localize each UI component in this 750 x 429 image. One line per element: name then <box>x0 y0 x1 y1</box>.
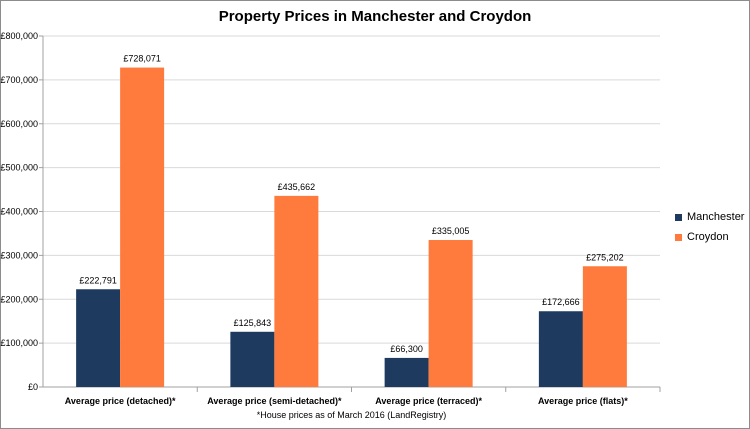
x-category-label: Average price (detached)* <box>65 396 176 406</box>
footnote: *House prices as of March 2016 (LandRegi… <box>257 410 447 420</box>
x-category-label: Average price (terraced)* <box>375 396 482 406</box>
data-label: £435,662 <box>278 182 316 192</box>
y-tick-label: £0 <box>28 382 38 392</box>
y-tick-label: £700,000 <box>0 75 38 85</box>
chart-title: Property Prices in Manchester and Croydo… <box>218 8 532 25</box>
y-tick-label: £100,000 <box>0 338 38 348</box>
x-category-label: Average price (semi-detached)* <box>207 396 342 406</box>
bar-manchester <box>384 357 429 387</box>
legend-item-croydon: Croydon <box>675 231 729 243</box>
data-label: £66,300 <box>390 344 423 354</box>
x-category-label: Average price (flats)* <box>538 396 628 406</box>
bar-manchester <box>538 311 583 387</box>
data-label: £728,071 <box>123 54 161 64</box>
legend-label: Manchester <box>687 211 745 223</box>
y-tick-label: £400,000 <box>0 207 38 217</box>
bar-manchester <box>230 331 275 387</box>
data-label: £125,843 <box>234 318 272 328</box>
bar-croydon <box>582 266 627 387</box>
y-tick-label: £200,000 <box>0 294 38 304</box>
data-label: £275,202 <box>586 252 624 262</box>
legend-swatch-croydon <box>675 233 682 241</box>
bar-croydon <box>274 195 319 387</box>
y-tick-label: £600,000 <box>0 119 38 129</box>
data-label: £222,791 <box>79 275 117 285</box>
bar-croydon <box>120 67 165 388</box>
y-tick-label: £500,000 <box>0 163 38 173</box>
data-label: £172,666 <box>542 297 580 307</box>
data-label: £335,005 <box>432 226 470 236</box>
bar-croydon <box>428 240 473 387</box>
y-tick-label: £800,000 <box>0 31 38 41</box>
legend-swatch-manchester <box>675 213 682 221</box>
legend-item-manchester: Manchester <box>675 211 744 223</box>
y-tick-label: £300,000 <box>0 250 38 260</box>
bar-manchester <box>76 289 121 387</box>
legend-label: Croydon <box>687 231 729 243</box>
